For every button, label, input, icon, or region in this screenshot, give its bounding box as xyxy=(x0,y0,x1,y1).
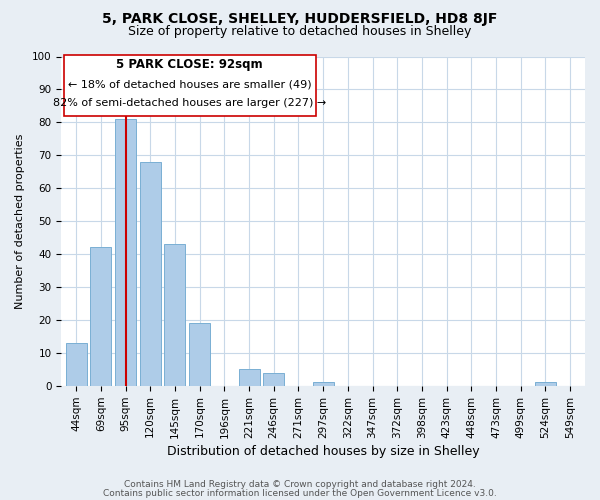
Text: 5 PARK CLOSE: 92sqm: 5 PARK CLOSE: 92sqm xyxy=(116,58,263,71)
Text: Contains HM Land Registry data © Crown copyright and database right 2024.: Contains HM Land Registry data © Crown c… xyxy=(124,480,476,489)
Bar xyxy=(140,162,161,386)
Bar xyxy=(164,244,185,386)
Bar xyxy=(535,382,556,386)
Text: 5, PARK CLOSE, SHELLEY, HUDDERSFIELD, HD8 8JF: 5, PARK CLOSE, SHELLEY, HUDDERSFIELD, HD… xyxy=(103,12,497,26)
Bar xyxy=(313,382,334,386)
X-axis label: Distribution of detached houses by size in Shelley: Distribution of detached houses by size … xyxy=(167,444,479,458)
Bar xyxy=(65,343,86,386)
Bar xyxy=(239,369,260,386)
Y-axis label: Number of detached properties: Number of detached properties xyxy=(15,134,25,309)
Bar xyxy=(91,248,112,386)
Text: 82% of semi-detached houses are larger (227) →: 82% of semi-detached houses are larger (… xyxy=(53,98,326,108)
Bar xyxy=(189,323,210,386)
Text: Size of property relative to detached houses in Shelley: Size of property relative to detached ho… xyxy=(128,25,472,38)
Bar xyxy=(263,372,284,386)
Text: ← 18% of detached houses are smaller (49): ← 18% of detached houses are smaller (49… xyxy=(68,80,311,90)
Text: Contains public sector information licensed under the Open Government Licence v3: Contains public sector information licen… xyxy=(103,488,497,498)
Bar xyxy=(115,119,136,386)
FancyBboxPatch shape xyxy=(64,55,316,116)
